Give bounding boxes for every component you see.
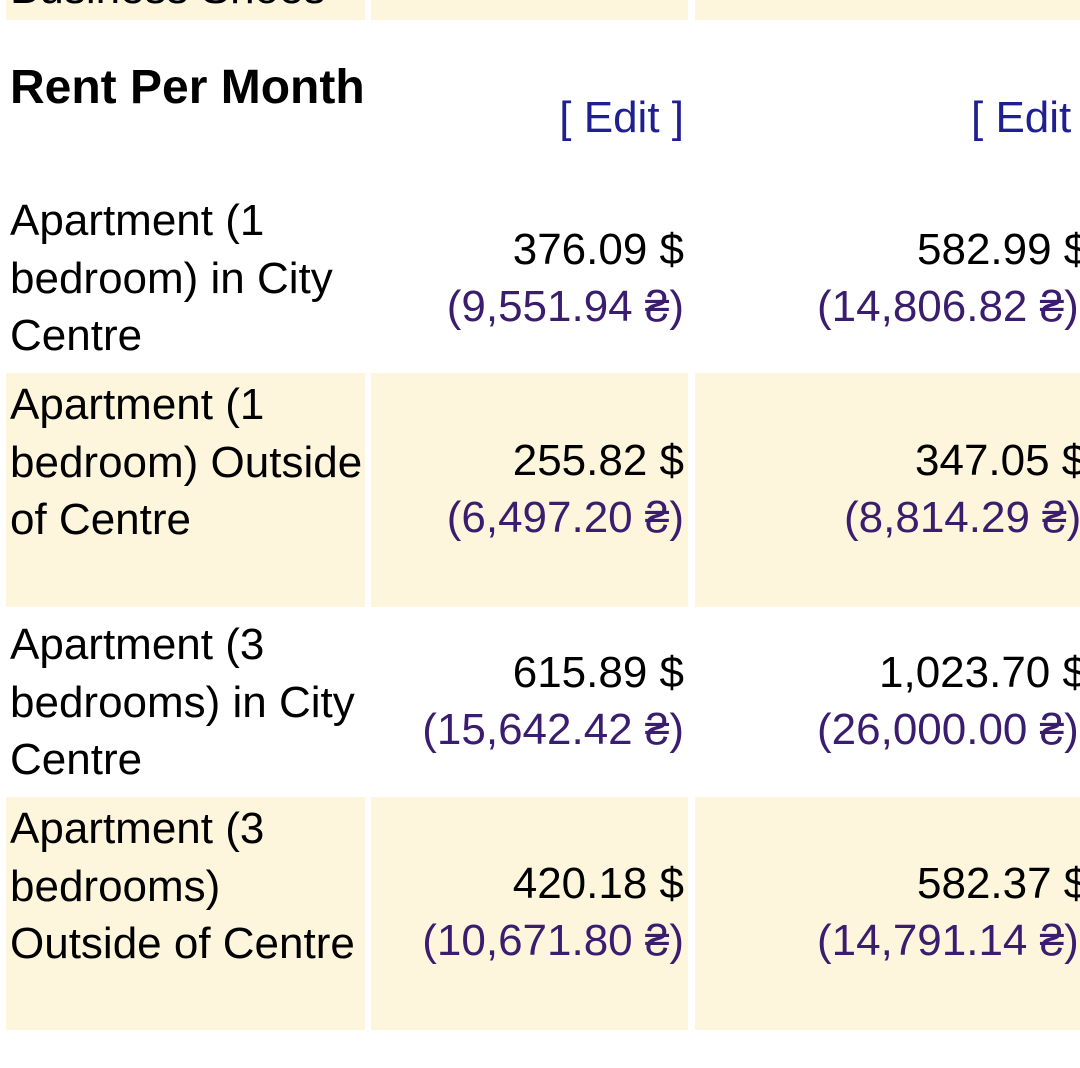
- col2-cell: 582.37 $ (14,791.14 ₴): [695, 855, 1080, 975]
- row-col2-cell: [695, 373, 1080, 607]
- previous-row-label: Business Shoes: [10, 0, 326, 14]
- col2-usd-value: 1,023.70 $: [879, 648, 1080, 697]
- previous-row-col1-cell: [371, 0, 688, 20]
- row-label: Apartment (1 bedroom) Outside of Centre: [10, 380, 363, 544]
- row-col1-cell: [371, 373, 688, 607]
- col1-local-value: (9,551.94 ₴): [446, 282, 684, 331]
- row-label: Apartment (3 bedrooms) Outside of Centre: [10, 804, 355, 968]
- col1-usd-value: 255.82 $: [512, 436, 684, 485]
- edit-link-col2[interactable]: [ Edit ]: [971, 93, 1080, 142]
- section-title: Rent Per Month: [10, 61, 365, 114]
- row-label: Apartment (3 bedrooms) in City Centre: [10, 620, 355, 784]
- previous-row-col2-cell: [695, 0, 1080, 20]
- col2-usd-value: 582.37 $: [917, 859, 1080, 908]
- col2-cell: 1,023.70 $ (26,000.00 ₴): [695, 644, 1080, 764]
- col2-usd-value: 582.99 $: [917, 225, 1080, 274]
- row-col2-cell: [695, 797, 1080, 1030]
- col2-local-value: (14,791.14 ₴): [817, 916, 1079, 965]
- row-label-cell: [6, 797, 365, 1030]
- col1-local-value: (15,642.42 ₴): [422, 705, 684, 754]
- col1-usd-value: 376.09 $: [512, 225, 684, 274]
- col2-header-clip: [ Edit ]: [695, 88, 1080, 150]
- edit-link-col1[interactable]: [ Edit ]: [559, 93, 684, 142]
- row-label: Apartment (1 bedroom) in City Centre: [10, 196, 333, 360]
- col2-cell: 347.05 $ (8,814.29 ₴): [695, 432, 1080, 552]
- col1-local-value: (6,497.20 ₴): [446, 493, 684, 542]
- previous-row-label-cell: Business Shoes: [6, 0, 365, 20]
- row-col1-cell: [371, 797, 688, 1030]
- col2-local-value: (8,814.29 ₴): [844, 493, 1080, 542]
- col2-cell: 582.99 $ (14,806.82 ₴): [695, 221, 1080, 341]
- col2-local-value: (26,000.00 ₴): [817, 705, 1079, 754]
- col1-local-value: (10,671.80 ₴): [422, 916, 684, 965]
- col1-usd-value: 615.89 $: [512, 648, 684, 697]
- row-label-cell: [6, 373, 365, 607]
- col2-local-value: (14,806.82 ₴): [817, 282, 1079, 331]
- col1-usd-value: 420.18 $: [512, 859, 684, 908]
- col2-usd-value: 347.05 $: [915, 436, 1080, 485]
